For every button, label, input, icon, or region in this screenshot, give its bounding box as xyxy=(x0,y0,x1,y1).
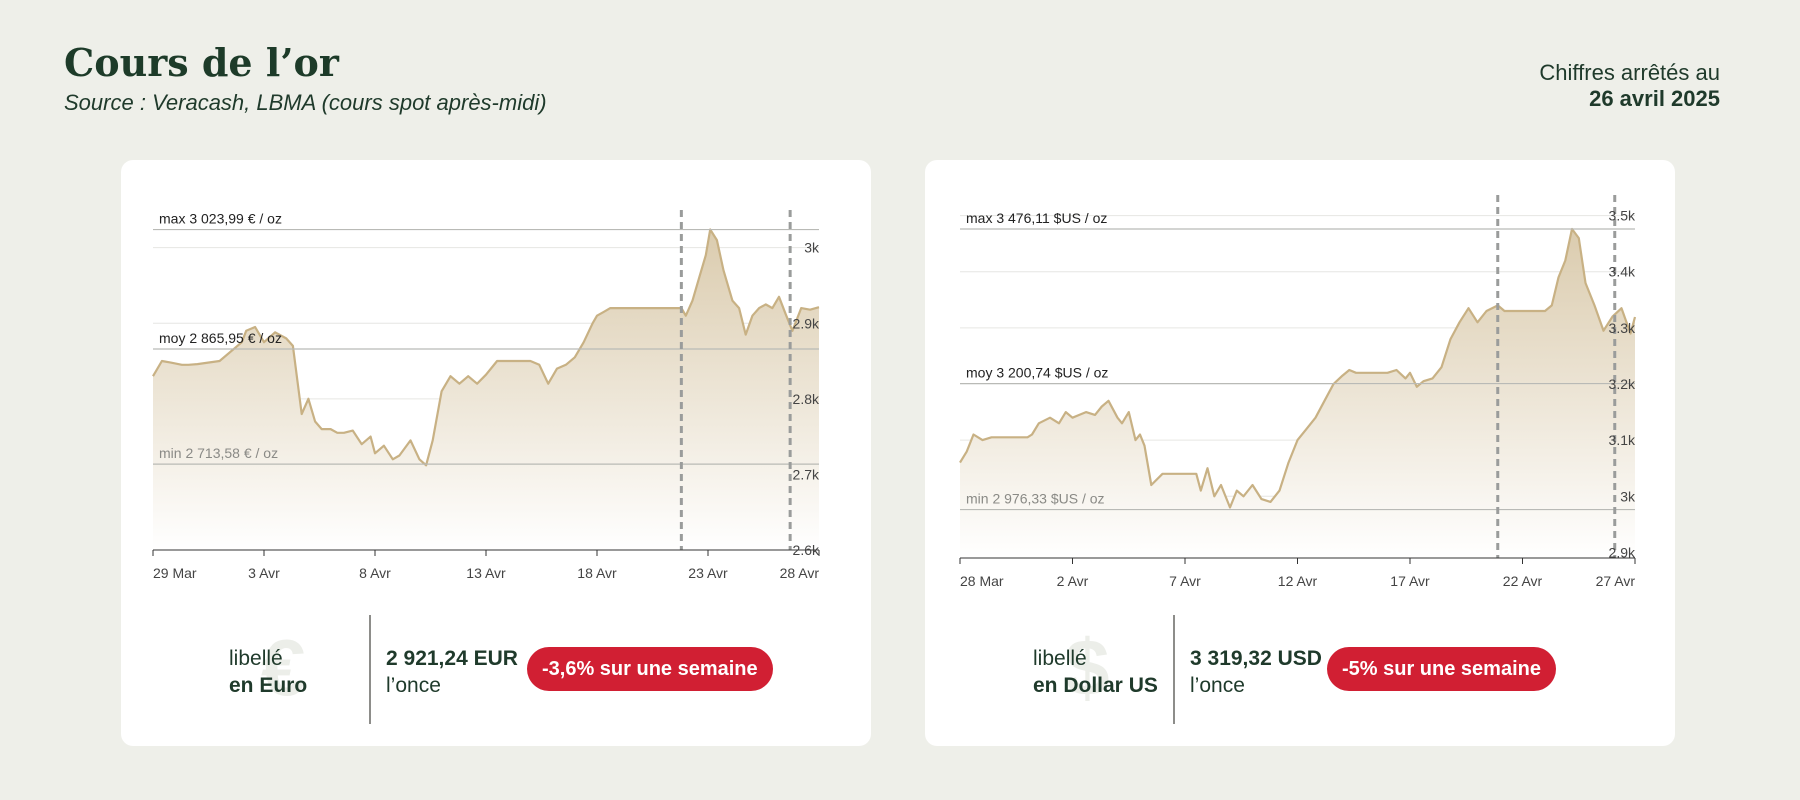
price-line xyxy=(152,228,820,467)
y-tick-label: 3.4k xyxy=(1609,264,1636,280)
current-price: 2 921,24 EUR xyxy=(386,647,518,670)
x-tick-label: 29 Mar xyxy=(153,565,197,581)
x-tick-label: 28 Avr xyxy=(780,565,820,581)
page-subtitle: Source : Veracash, LBMA (cours spot aprè… xyxy=(64,90,547,115)
currency-label: libellé en Euro xyxy=(229,645,307,699)
weekly-change-badge: -3,6% sur une semaine xyxy=(527,647,773,691)
footer-divider xyxy=(369,615,371,724)
min-line-label: min 2 976,33 $US / oz xyxy=(966,491,1105,507)
currency-label-prefix: libellé xyxy=(1033,647,1087,670)
y-tick-label: 2.6k xyxy=(793,542,820,558)
currency-label: libellé en Dollar US xyxy=(1033,645,1158,699)
as-of-label: Chiffres arrêtés au xyxy=(1539,60,1720,85)
weekly-change-badge: -5% sur une semaine xyxy=(1327,647,1556,691)
x-tick-label: 23 Avr xyxy=(688,565,728,581)
footer-divider xyxy=(1173,615,1175,724)
x-tick-label: 27 Avr xyxy=(1596,573,1636,589)
max-line-label: max 3 023,99 € / oz xyxy=(159,211,282,227)
max-line-label: max 3 476,11 $US / oz xyxy=(966,210,1107,226)
y-tick-label: 2.9k xyxy=(1609,544,1636,560)
currency-name: en Euro xyxy=(229,674,308,697)
currency-label-prefix: libellé xyxy=(229,647,283,670)
price-area xyxy=(960,229,1635,558)
y-tick-label: 2.7k xyxy=(793,466,820,482)
x-tick-label: 3 Avr xyxy=(248,565,280,581)
y-tick-label: 3.5k xyxy=(1609,208,1636,224)
x-tick-label: 28 Mar xyxy=(960,573,1004,589)
y-tick-label: 3.1k xyxy=(1609,432,1636,448)
current-price-block: 2 921,24 EUR l’once xyxy=(386,645,518,699)
chart-footer: $ libellé en Dollar US 3 319,32 USD l’on… xyxy=(925,615,1675,725)
as-of-date: 26 avril 2025 xyxy=(1589,86,1720,111)
as-of-block: Chiffres arrêtés au 26 avril 2025 xyxy=(1539,60,1720,112)
average-line-label: moy 3 200,74 $US / oz xyxy=(966,365,1108,381)
gold-price-chart-dollar: max 3 476,11 $US / oz moy 3 200,74 $US / … xyxy=(959,195,1637,589)
page-title: Cours de l’or xyxy=(64,40,339,85)
y-tick-label: 3.3k xyxy=(1609,320,1636,336)
y-tick-label: 3k xyxy=(1620,488,1636,504)
chart-footer: € libellé en Euro 2 921,24 EUR l’once -3… xyxy=(121,615,871,725)
y-tick-label: 2.9k xyxy=(793,315,820,331)
x-tick-label: 2 Avr xyxy=(1057,573,1089,589)
chart-card-dollar: max 3 476,11 $US / oz moy 3 200,74 $US / … xyxy=(925,160,1675,746)
x-tick-label: 22 Avr xyxy=(1503,573,1543,589)
current-price: 3 319,32 USD xyxy=(1190,647,1322,670)
x-tick-label: 7 Avr xyxy=(1169,573,1201,589)
y-tick-label: 3k xyxy=(804,240,820,256)
currency-name: en Dollar US xyxy=(1033,674,1158,697)
dollar-icon: $ xyxy=(1065,623,1110,712)
price-unit: l’once xyxy=(386,674,441,697)
x-tick-label: 8 Avr xyxy=(359,565,391,581)
min-line-label: min 2 713,58 € / oz xyxy=(159,445,278,461)
gold-price-chart-euro: max 3 023,99 € / oz moy 2 865,95 € / oz mi… xyxy=(152,210,820,581)
price-area xyxy=(153,229,819,550)
x-tick-label: 12 Avr xyxy=(1278,573,1318,589)
chart-card-euro: max 3 023,99 € / oz moy 2 865,95 € / oz mi… xyxy=(121,160,871,746)
price-unit: l’once xyxy=(1190,674,1245,697)
x-tick-label: 18 Avr xyxy=(577,565,617,581)
x-tick-label: 13 Avr xyxy=(466,565,506,581)
y-tick-label: 3.2k xyxy=(1609,376,1636,392)
y-tick-label: 2.8k xyxy=(793,391,820,407)
x-tick-label: 17 Avr xyxy=(1390,573,1430,589)
euro-icon: € xyxy=(261,623,306,712)
average-line-label: moy 2 865,95 € / oz xyxy=(159,330,282,346)
price-line xyxy=(959,227,1637,509)
current-price-block: 3 319,32 USD l’once xyxy=(1190,645,1322,699)
